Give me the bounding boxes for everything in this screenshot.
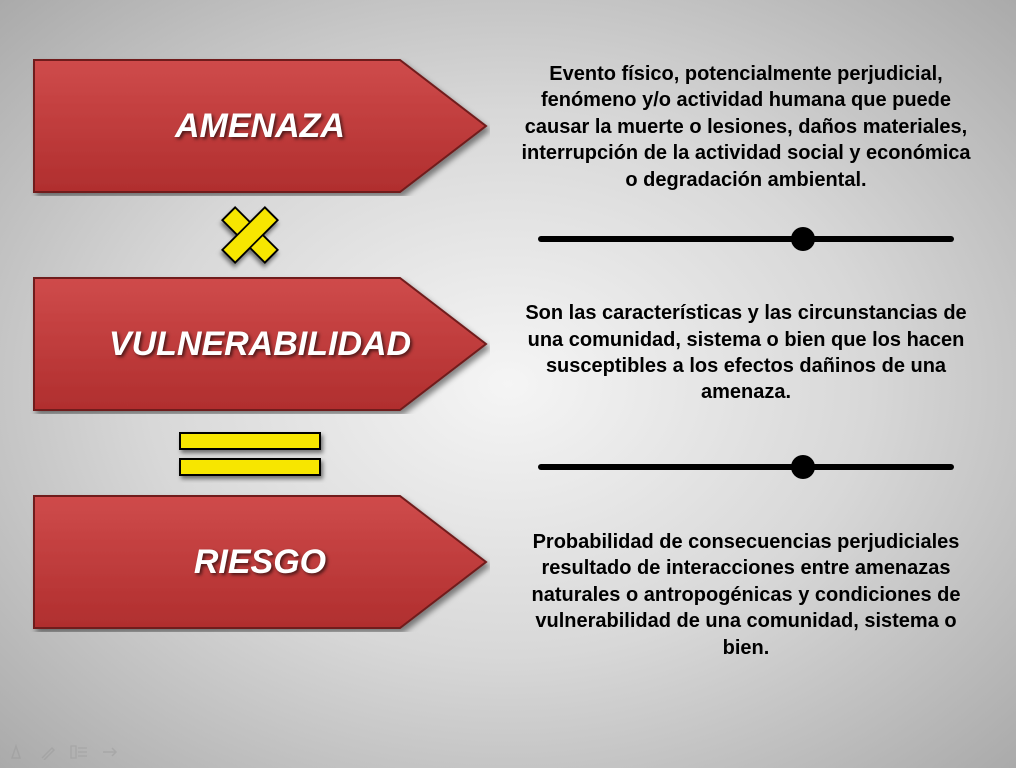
pencil-icon: [40, 744, 56, 760]
arrow-row-vulnerabilidad: VULNERABILIDAD: [30, 274, 490, 414]
description-vulnerabilidad: Son las características y las circunstan…: [516, 262, 976, 444]
divider-icon: [531, 452, 961, 482]
slide-corner-controls: [10, 744, 120, 760]
description-amenaza: Evento físico, potencialmente perjudicia…: [516, 38, 976, 216]
description-riesgo-text: Probabilidad de consecuencias perjudicia…: [516, 529, 976, 661]
arrow-row-amenaza: AMENAZA: [30, 56, 490, 196]
operator-multiply: [20, 196, 480, 274]
operator-equals: [20, 414, 480, 492]
arrow-label-riesgo: RIESGO: [85, 543, 435, 582]
equals-icon: [170, 423, 330, 483]
arrow-label-amenaza: AMENAZA: [85, 107, 435, 146]
arrow-icon: [102, 746, 120, 758]
left-column: AMENAZA: [0, 0, 500, 768]
description-riesgo: Probabilidad de consecuencias perjudicia…: [516, 490, 976, 700]
divider-1: [526, 216, 966, 262]
arrow-row-riesgo: RIESGO: [30, 492, 490, 632]
description-vulnerabilidad-text: Son las características y las circunstan…: [516, 300, 976, 406]
paragraph-icon: [70, 745, 88, 759]
arrow-label-vulnerabilidad: VULNERABILIDAD: [85, 325, 435, 364]
multiply-icon: [214, 199, 286, 271]
pen-icon: [10, 744, 26, 760]
description-amenaza-text: Evento físico, potencialmente perjudicia…: [516, 61, 976, 193]
divider-icon: [531, 224, 961, 254]
divider-2: [526, 444, 966, 490]
infographic-page: AMENAZA: [0, 0, 1016, 768]
right-column: Evento físico, potencialmente perjudicia…: [500, 0, 1016, 768]
